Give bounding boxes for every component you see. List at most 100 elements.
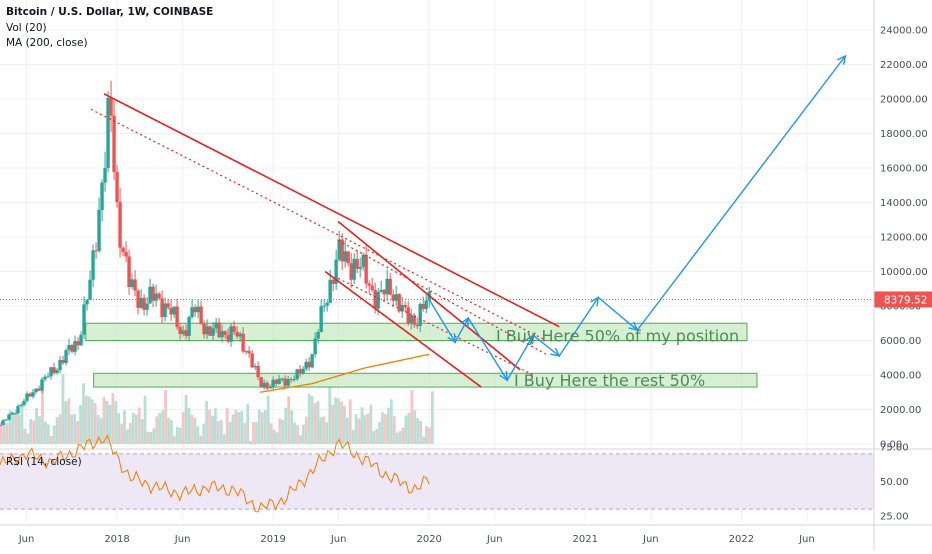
- volume-bar: [146, 431, 150, 444]
- rsi-tick-label: 25.00: [880, 512, 909, 523]
- volume-bar: [32, 420, 36, 444]
- candle-body: [313, 338, 317, 355]
- candle-body: [109, 97, 113, 116]
- volume-bar: [155, 416, 159, 444]
- volume-bar: [395, 432, 399, 444]
- candle-body: [64, 350, 68, 363]
- rsi-band: [0, 453, 874, 510]
- candle-body: [385, 278, 389, 295]
- volume-bar: [123, 410, 126, 444]
- volume-bar: [325, 422, 329, 444]
- price-axis-bg: [874, 0, 932, 550]
- candle-body: [292, 379, 296, 381]
- volume-bar: [149, 431, 153, 444]
- volume-bar: [284, 407, 288, 444]
- candle-body: [220, 331, 224, 338]
- candle-body: [28, 393, 32, 397]
- annotation-buy-first: I Buy Here 50% of my position: [496, 326, 739, 345]
- candle-body: [358, 267, 362, 269]
- volume-bar: [407, 412, 411, 444]
- volume-bar: [357, 418, 361, 444]
- support-zone: [85, 322, 748, 341]
- candle-body: [337, 239, 341, 260]
- ma-legend: MA (200, close): [6, 37, 88, 49]
- volume-bar: [76, 420, 80, 444]
- candle-body: [118, 202, 122, 248]
- candle-body: [412, 315, 416, 325]
- volume-bar: [222, 434, 226, 444]
- volume-bar: [82, 383, 85, 444]
- dotted-trendline[interactable]: [337, 277, 534, 376]
- candle-body: [43, 376, 47, 380]
- candle-body: [13, 413, 17, 415]
- candle-body: [364, 254, 368, 284]
- candle-body: [0, 425, 2, 427]
- volume-bar: [413, 410, 417, 444]
- volume-bar: [87, 396, 91, 444]
- candle-body: [112, 115, 116, 172]
- volume-bar: [93, 403, 97, 444]
- volume-bar: [143, 395, 147, 444]
- candle-body: [151, 286, 155, 301]
- candle-body: [361, 254, 365, 268]
- candle-body: [25, 393, 29, 401]
- time-tick-label: Jun: [18, 534, 35, 545]
- volume-bar: [175, 426, 179, 444]
- time-tick-label: 2019: [260, 534, 285, 545]
- trendline[interactable]: [103, 93, 560, 328]
- price-tick-label: 20000.00: [880, 95, 928, 106]
- volume-bar: [269, 423, 273, 444]
- candle-body: [226, 334, 230, 342]
- candle-body: [10, 413, 14, 415]
- volume-bar: [211, 415, 214, 444]
- candle-body: [310, 354, 314, 368]
- candle-body: [322, 305, 326, 307]
- time-tick-label: 2021: [573, 534, 598, 545]
- price-tick-label: 24000.00: [880, 26, 928, 37]
- time-tick-label: Jun: [330, 534, 347, 545]
- trendline[interactable]: [324, 270, 482, 388]
- volume-bar: [120, 423, 123, 444]
- moving-average-line: [260, 353, 430, 393]
- volume-bar: [38, 416, 41, 444]
- volume-bar: [190, 414, 194, 444]
- candle-body: [37, 388, 41, 391]
- candle-body: [88, 279, 92, 300]
- candle-body: [193, 307, 197, 313]
- candle-body: [316, 331, 320, 339]
- volume-bar: [272, 429, 276, 444]
- candle-body: [382, 289, 386, 295]
- candle-body: [259, 376, 263, 388]
- candle-body: [424, 300, 428, 310]
- candle-body: [349, 263, 353, 280]
- volume-bar: [0, 422, 3, 444]
- candle-body: [4, 419, 8, 421]
- candle-body: [169, 307, 173, 315]
- volume-bar: [35, 407, 38, 444]
- candle-body: [58, 360, 62, 370]
- candle-body: [148, 286, 152, 304]
- candle-body: [106, 97, 110, 169]
- volume-bar: [102, 396, 106, 444]
- candle-body: [130, 279, 134, 288]
- candle-body: [157, 293, 161, 299]
- volume-bar: [67, 398, 71, 444]
- candle-body: [79, 334, 83, 346]
- price-tick-label: 22000.00: [880, 60, 928, 71]
- volume-bar: [137, 407, 141, 444]
- candle-body: [49, 367, 53, 377]
- volume-bar: [140, 419, 144, 444]
- projection-arrowhead: [550, 347, 561, 358]
- volume-bar: [281, 419, 285, 444]
- volume-bar: [214, 408, 217, 444]
- candle-body: [115, 171, 119, 203]
- volume-bar: [90, 399, 94, 444]
- price-tick-label: 0.00: [880, 440, 902, 451]
- trendline[interactable]: [337, 220, 521, 371]
- candle-body: [142, 297, 146, 310]
- candle-body: [121, 247, 125, 252]
- rsi-tick-label: 50.00: [880, 477, 909, 488]
- candle-body: [184, 330, 188, 337]
- dotted-trendline[interactable]: [90, 108, 547, 342]
